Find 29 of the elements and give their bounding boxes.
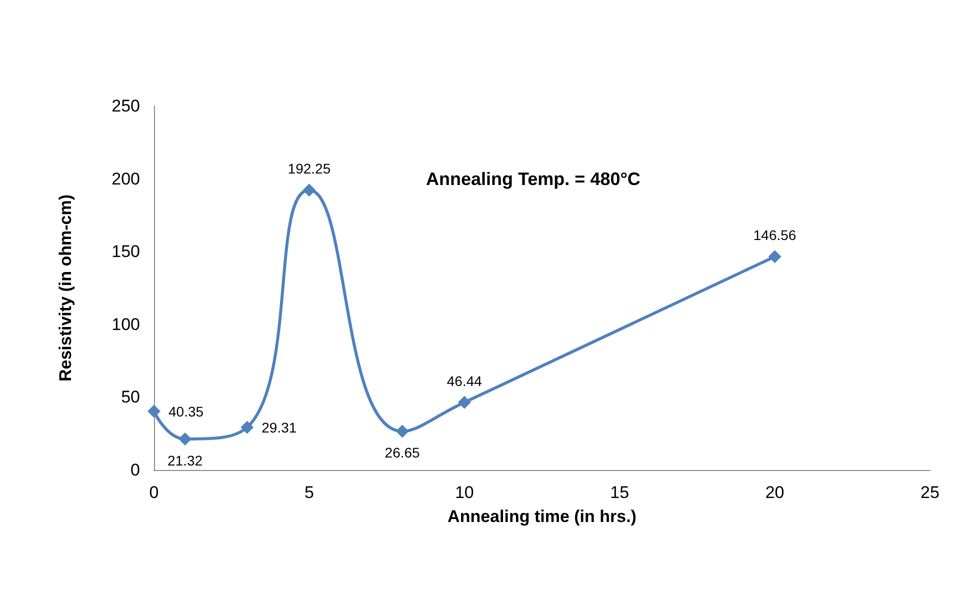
y-tick-label: 250 [112,96,140,116]
y-tick-label: 100 [112,314,140,334]
data-label: 26.65 [384,444,420,461]
x-axis-title: Annealing time (in hrs.) [448,507,636,526]
y-tick-label: 200 [112,169,140,188]
point [768,250,782,264]
x-tick-label: 20 [765,483,784,502]
data-label: 46.44 [446,372,482,389]
point [302,184,316,197]
point [458,396,471,409]
data-label: 29.31 [262,419,297,436]
annotation: Annealing Temp. = 480°C [426,169,640,189]
point [148,404,160,418]
data-label: 146.56 [753,227,796,244]
x-tick-label: 25 [920,483,940,502]
y-axis-title: Resistivity (in ohm-cm) [56,194,75,382]
point [396,424,409,438]
data-label: 192.25 [288,160,331,177]
x-tick-label: 5 [304,483,314,502]
y-tick-label: 0 [130,460,140,480]
x-tick-label: 0 [149,483,159,502]
x-tick-label: 10 [454,483,474,502]
point [240,420,254,434]
data-label: 21.32 [168,452,203,468]
y-tick-label: 50 [121,388,140,407]
y-tick-label: 150 [112,242,140,262]
x-tick-label: 15 [610,483,630,502]
point [178,432,192,446]
data-label: 40.35 [168,403,204,420]
